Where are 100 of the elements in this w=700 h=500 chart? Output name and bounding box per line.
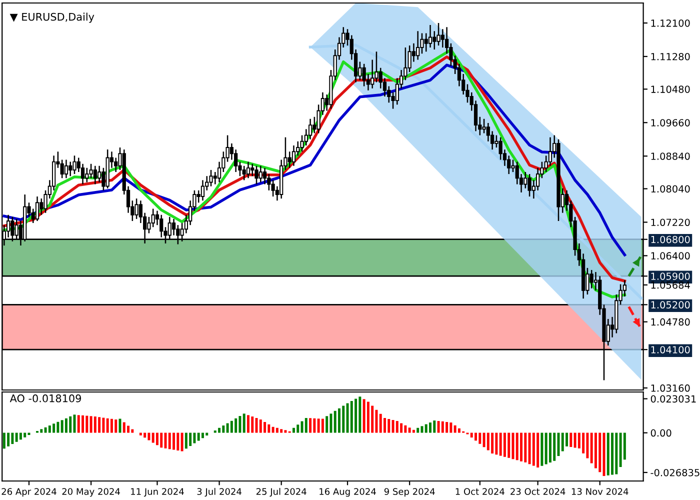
bar	[292, 428, 295, 433]
bar	[495, 432, 498, 455]
y-tick-label: -0.026835	[650, 468, 700, 476]
candlestick	[72, 155, 76, 175]
bar	[520, 432, 523, 462]
x-tick-label: 9 Sep 2024	[384, 488, 435, 497]
bar	[532, 432, 535, 466]
bar	[24, 432, 26, 438]
bar	[441, 421, 444, 433]
bar	[561, 432, 564, 452]
candlestick	[85, 167, 89, 183]
bar	[180, 432, 184, 452]
bar	[400, 423, 403, 433]
bar	[330, 414, 332, 433]
bar	[238, 416, 242, 433]
candlestick	[246, 161, 250, 179]
bar	[2, 432, 6, 449]
bar	[60, 420, 64, 433]
bar	[524, 432, 527, 462]
bar	[606, 432, 610, 476]
bar	[226, 423, 229, 433]
bar	[218, 428, 221, 433]
bar	[354, 398, 358, 433]
x-tick-label: 26 Apr 2024	[2, 488, 56, 497]
y-tick-label: 1.06800	[651, 236, 690, 244]
candlestick	[288, 150, 292, 169]
bar	[52, 424, 56, 433]
y-tick-label: 1.09660	[651, 119, 690, 126]
bar	[28, 432, 30, 436]
candlestick	[590, 269, 594, 289]
bar	[371, 406, 374, 433]
bar	[7, 432, 10, 446]
bar	[234, 418, 238, 433]
bar	[424, 424, 428, 433]
candlestick	[250, 163, 254, 177]
candlestick	[474, 100, 478, 132]
candlestick	[151, 208, 155, 228]
bar	[193, 432, 196, 444]
bar	[470, 432, 473, 438]
bar	[474, 432, 477, 441]
bar	[296, 424, 300, 433]
bar	[375, 410, 378, 433]
y-tick-label: 1.12100	[651, 19, 690, 27]
bar	[40, 429, 43, 433]
bar	[358, 396, 362, 433]
bar	[446, 422, 448, 433]
bar	[516, 432, 518, 460]
bar	[309, 418, 312, 433]
y-tick-label: 1.11280	[651, 52, 690, 60]
bar	[251, 416, 254, 433]
bar	[503, 432, 506, 457]
candlestick	[172, 218, 176, 236]
candlestick	[254, 165, 258, 185]
candlestick	[408, 44, 412, 73]
candlestick	[524, 171, 528, 189]
candlestick	[200, 180, 205, 202]
bar	[404, 425, 407, 433]
bar	[615, 432, 618, 474]
bar	[482, 432, 486, 448]
bar	[230, 420, 233, 433]
x-tick-label: 25 Jul 2024	[256, 488, 306, 497]
bar	[553, 432, 556, 461]
candlestick	[292, 144, 296, 167]
y-tick-label: 0.023031	[650, 395, 696, 403]
bar	[44, 427, 47, 433]
bar	[540, 432, 544, 466]
bar	[222, 426, 225, 433]
bar	[392, 420, 394, 433]
x-tick-label: 13 Nov 2024	[572, 488, 628, 495]
y-tick-label: 1.08040	[651, 185, 690, 193]
bar	[15, 432, 18, 442]
bar	[334, 410, 336, 433]
x-tick-label: 20 May 2024	[62, 488, 120, 497]
bar	[48, 426, 51, 433]
y-tick-label: 1.03160	[651, 384, 690, 392]
bar	[206, 432, 208, 436]
bar	[619, 432, 622, 467]
bar	[184, 432, 188, 449]
candlestick	[213, 171, 217, 185]
candlestick	[35, 196, 40, 222]
candlestick	[98, 165, 102, 183]
bar	[114, 420, 118, 433]
x-tick-label: 3 Jul 2024	[197, 488, 242, 497]
bar	[102, 418, 105, 433]
bar	[189, 432, 192, 446]
bar	[384, 418, 386, 433]
candlestick	[196, 190, 200, 204]
bar	[255, 418, 258, 433]
candlestick	[416, 30, 420, 60]
bar	[346, 403, 349, 433]
candlestick	[370, 59, 374, 89]
bar	[152, 432, 154, 443]
x-tick-label: 11 Jun 2024	[131, 488, 184, 497]
bar	[11, 432, 14, 444]
bar	[598, 432, 602, 472]
bar	[77, 415, 80, 433]
x-tick-label: 16 Aug 2024	[320, 488, 376, 497]
y-tick-label: 1.08840	[651, 152, 690, 160]
bar	[94, 416, 96, 433]
bar	[144, 432, 146, 438]
